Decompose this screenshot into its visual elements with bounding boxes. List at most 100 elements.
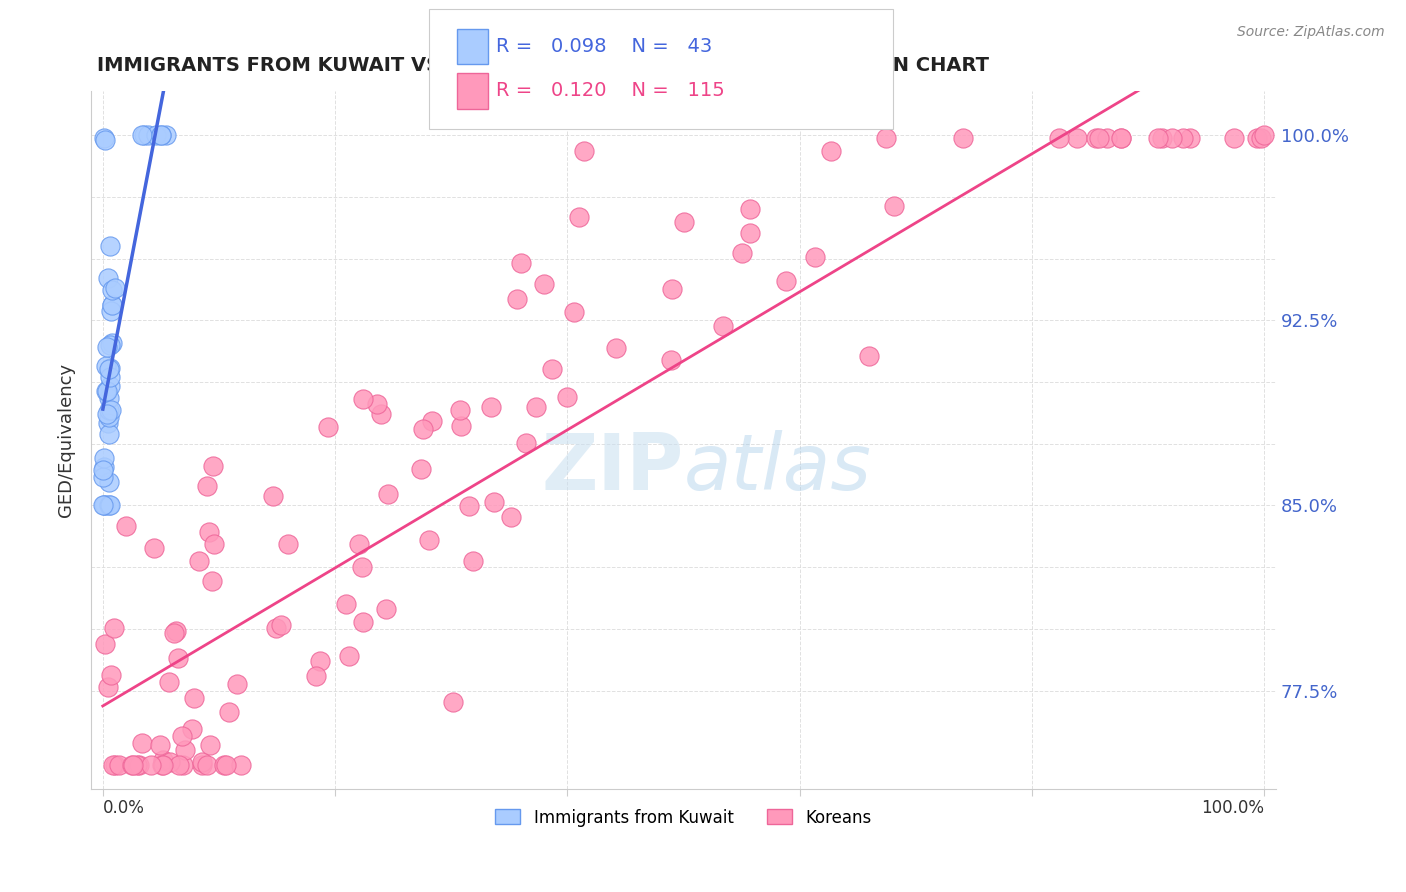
Y-axis label: GED/Equivalency: GED/Equivalency: [58, 363, 75, 517]
Point: [441, 695, 464, 709]
Point: [136, 128, 159, 143]
Point: [98, 338, 121, 352]
Point: [533, 277, 555, 291]
Point: [1250, 131, 1272, 145]
Point: [174, 743, 197, 757]
Point: [540, 361, 562, 376]
Point: [167, 650, 190, 665]
Point: [262, 489, 284, 503]
Point: [418, 533, 440, 548]
Point: [98, 361, 121, 376]
Point: [659, 353, 682, 368]
Point: [505, 292, 527, 306]
Point: [152, 753, 174, 767]
Point: [103, 621, 125, 635]
Point: [104, 757, 127, 772]
Point: [501, 510, 523, 524]
Point: [98, 370, 121, 384]
Point: [98, 379, 121, 393]
Point: [98, 499, 121, 513]
Point: [266, 622, 288, 636]
Point: [316, 420, 339, 434]
Point: [775, 274, 797, 288]
Point: [94, 359, 117, 373]
Point: [98, 238, 121, 252]
Point: [524, 400, 547, 414]
Point: [150, 128, 173, 143]
Point: [145, 128, 167, 143]
Point: [1246, 131, 1268, 145]
Point: [97, 427, 120, 442]
Point: [1109, 131, 1132, 145]
Point: [165, 624, 187, 638]
Point: [101, 283, 124, 297]
Point: [98, 391, 121, 405]
Point: [93, 460, 115, 475]
Point: [820, 145, 842, 159]
Point: [125, 757, 148, 772]
Point: [420, 414, 443, 428]
Point: [309, 654, 332, 668]
Text: atlas: atlas: [683, 430, 872, 506]
Point: [412, 422, 434, 436]
Point: [172, 757, 194, 772]
Point: [197, 524, 219, 539]
Point: [212, 757, 235, 772]
Text: ZIP: ZIP: [541, 430, 683, 506]
Point: [804, 250, 827, 264]
Point: [167, 757, 190, 772]
Point: [1171, 131, 1194, 145]
Point: [96, 384, 118, 398]
Point: [121, 757, 143, 772]
Text: 0.0%: 0.0%: [103, 799, 145, 817]
Point: [1152, 131, 1174, 145]
Point: [1146, 131, 1168, 145]
Point: [97, 475, 120, 490]
Point: [215, 757, 238, 772]
Point: [557, 390, 579, 404]
Point: [352, 615, 374, 629]
Point: [143, 541, 166, 555]
Point: [101, 757, 124, 772]
Point: [170, 729, 193, 743]
Point: [157, 675, 180, 690]
Point: [730, 246, 752, 260]
Text: 100.0%: 100.0%: [1201, 799, 1264, 817]
Point: [191, 756, 214, 770]
Point: [100, 298, 122, 312]
Point: [98, 499, 121, 513]
Point: [97, 417, 120, 431]
Point: [352, 559, 374, 574]
Point: [409, 462, 432, 476]
Point: [139, 757, 162, 772]
Point: [131, 128, 153, 143]
Point: [100, 298, 122, 312]
Point: [163, 625, 186, 640]
Point: [93, 451, 115, 466]
Point: [1253, 128, 1275, 143]
Point: [202, 458, 225, 473]
Point: [91, 463, 114, 477]
Point: [375, 601, 398, 615]
Point: [93, 499, 115, 513]
Point: [605, 341, 627, 355]
Point: [231, 757, 253, 772]
Point: [347, 537, 370, 551]
Point: [98, 360, 121, 375]
Point: [335, 597, 357, 611]
Point: [94, 384, 117, 398]
Point: [152, 757, 174, 772]
Point: [183, 691, 205, 706]
Point: [97, 409, 120, 424]
Point: [181, 723, 204, 737]
Point: [1222, 131, 1244, 145]
Point: [305, 669, 328, 683]
Text: R =   0.098    N =   43: R = 0.098 N = 43: [496, 37, 713, 56]
Point: [1085, 131, 1108, 145]
Point: [740, 202, 762, 216]
Point: [150, 128, 173, 143]
Point: [515, 436, 537, 450]
Point: [100, 403, 122, 417]
Point: [1097, 131, 1119, 145]
Point: [463, 554, 485, 568]
